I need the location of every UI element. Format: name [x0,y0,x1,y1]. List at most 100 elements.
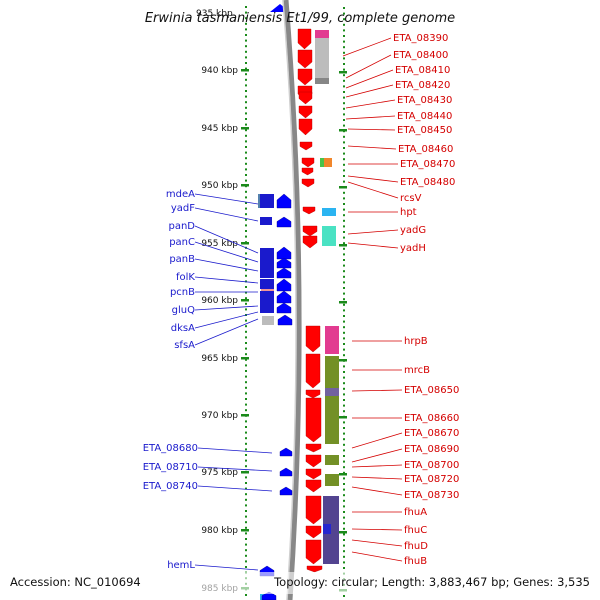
left-gene-label[interactable]: panC [169,237,195,248]
right-gene-label[interactable]: ETA_08720 [404,474,459,485]
left-gene-label[interactable]: ETA_08710 [143,462,198,473]
right-gene-label[interactable]: ETA_08470 [400,159,455,170]
tick-mark-right [339,301,347,304]
right-gene-label[interactable]: yadG [400,225,426,236]
tick-dot [245,162,247,165]
tick-dot [343,399,345,401]
right-gene-label[interactable]: ETA_08420 [395,80,450,91]
tick-dot [343,337,345,340]
tick-dot [245,482,247,484]
left-gene-label[interactable]: gluQ [172,305,195,316]
tick-dot [245,398,247,400]
right-gene-label[interactable]: mrcB [404,365,430,376]
right-gene-label[interactable]: ETA_08690 [404,444,459,455]
tick-dot [245,560,247,563]
left-gene-label[interactable]: sfsA [174,340,195,351]
right-gene-label[interactable]: hpt [400,207,417,218]
left-leader-line [194,305,259,311]
right-gene-label[interactable]: ETA_08440 [397,111,452,122]
right-gene-label[interactable]: rcsV [400,193,422,204]
tick-dot [343,410,345,413]
right-gene-label[interactable]: hrpB [404,336,428,347]
tick-dot [245,442,247,445]
tick-dot [245,28,247,31]
left-gene-label[interactable]: pcnB [170,287,195,298]
right-gene-labels[interactable]: ETA_08390 ETA_08400 ETA_08410 ETA_08420 ETA_… [393,33,459,567]
tick-dot [343,393,345,396]
right-gene-label[interactable]: ETA_08730 [404,490,459,501]
left-gene-label[interactable]: dksA [171,323,195,334]
backbone-arc [283,0,302,600]
tick-dot [245,526,247,529]
tick-dot [245,123,247,126]
right-gene-label[interactable]: ETA_08460 [398,144,453,155]
right-gene-label[interactable]: ETA_08410 [395,65,450,76]
tick-dot [245,56,247,59]
tick-dot [245,330,247,333]
forward-gene-arrow [306,565,323,573]
right-leader-line [347,128,396,131]
tick-mark-right [339,531,347,534]
tick-dot [343,18,345,21]
left-gene-label[interactable]: ETA_08680 [143,443,198,454]
right-gene-label[interactable]: ETA_08390 [393,33,448,44]
tick-dot [245,73,247,76]
left-gene-label[interactable]: folK [176,272,195,283]
right-gene-label[interactable]: ETA_08430 [397,95,452,106]
right-leader-line [347,181,399,199]
right-gene-label[interactable]: ETA_08450 [397,125,452,136]
right-leader-line [351,528,403,531]
tick-mark-right [339,186,347,189]
left-gene-label[interactable]: yadF [171,203,195,214]
tick-dot [343,270,345,273]
reverse-gene-arrow [276,278,292,292]
right-gene-label[interactable]: yadH [400,243,426,254]
left-gene-labels[interactable]: mdeA yadF panD panC panB folK pcnB gluQ dksA sfsA… [143,189,198,571]
tick-dot [343,163,345,166]
forward-gene-arrow [298,91,313,105]
cog-bar [315,38,329,78]
tick-dot [245,218,247,221]
left-gene-label[interactable]: mdeA [166,189,195,200]
tick-dot [343,343,345,345]
right-gene-label[interactable]: fhuA [404,507,427,518]
right-gene-label[interactable]: ETA_08670 [404,428,459,439]
tick-dot [343,169,345,172]
tick-dot [245,235,247,238]
tick-label-top: 935 kbp [196,9,233,19]
right-leader-line [342,37,392,57]
right-leader-line [351,539,403,547]
right-gene-label[interactable]: fhuD [404,541,428,552]
left-gene-label[interactable]: hemL [167,560,195,571]
reverse-gene-arrow [276,257,292,269]
tick-dot [343,365,345,368]
tick-dot [245,39,247,42]
left-leader-line [194,258,259,272]
tick-dot [245,95,247,98]
left-gene-label[interactable]: ETA_08740 [143,481,198,492]
right-leader-line [351,464,403,468]
right-gene-label[interactable]: fhuC [404,525,427,536]
right-gene-label[interactable]: ETA_08480 [400,177,455,188]
right-gene-label[interactable]: ETA_08660 [404,413,459,424]
cog-bar [325,396,339,444]
cog-bar [322,208,336,216]
tick-dot [343,208,345,211]
left-gene-label[interactable]: panB [169,254,195,265]
tick-dot [245,202,247,204]
right-gene-label[interactable]: fhuB [404,556,427,567]
tick-label: 955 kbp [201,239,238,249]
tick-dot [343,421,345,424]
reverse-gene-arrow [276,290,292,304]
right-gene-label[interactable]: ETA_08650 [404,385,459,396]
map-title: Erwinia tasmaniensis Et1/99, complete ge… [145,11,455,26]
tick-dot [245,22,247,25]
right-gene-label[interactable]: ETA_08700 [404,460,459,471]
tick-dot [245,140,247,143]
tick-dot [343,91,345,93]
tick-dot [343,68,345,71]
left-gene-label[interactable]: panD [168,221,195,232]
right-gene-label[interactable]: ETA_08400 [393,50,448,61]
cog-bar [328,158,332,167]
